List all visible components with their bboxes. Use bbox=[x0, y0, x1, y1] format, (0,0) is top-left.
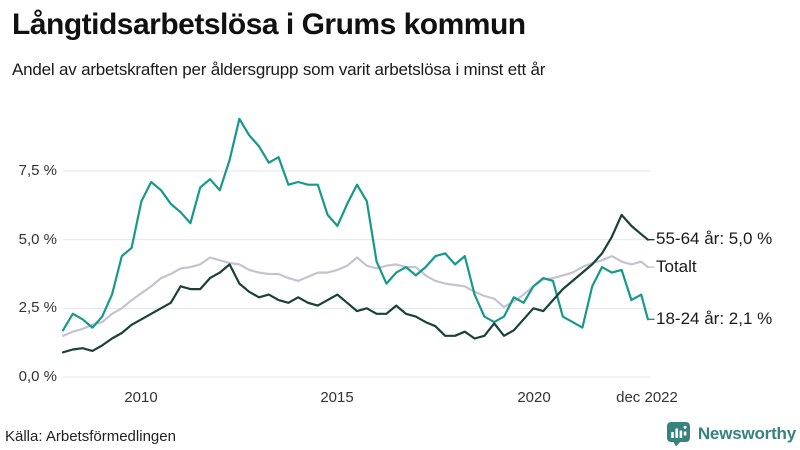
series-end-label-totalt: Totalt bbox=[656, 257, 697, 276]
series-line-18-24-år bbox=[61, 117, 650, 332]
series-end-label-18-24: 18-24 år: 2,1 % bbox=[656, 309, 773, 328]
chart-title: Långtidsarbetslösa i Grums kommun bbox=[12, 8, 526, 41]
chart-subtitle: Andel av arbetskraften per åldersgrupp s… bbox=[12, 60, 546, 79]
series-line-55-64-år bbox=[61, 213, 650, 354]
y-axis-label-7-5: 7,5 % bbox=[18, 162, 57, 179]
newsworthy-logo-icon bbox=[666, 422, 690, 447]
y-axis-label-5-0: 5,0 % bbox=[18, 231, 57, 248]
newsworthy-brand: Newsworthy bbox=[666, 421, 796, 447]
newsworthy-logo-text: Newsworthy bbox=[697, 424, 796, 443]
source-credit: Källa: Arbetsförmedlingen bbox=[5, 428, 176, 445]
y-axis-label-0: 0,0 % bbox=[18, 368, 57, 385]
x-axis-label-dec-2022: dec 2022 bbox=[616, 389, 678, 406]
series-line-totalt bbox=[61, 255, 650, 337]
series-end-label-55-64: 55-64 år: 5,0 % bbox=[656, 229, 773, 248]
x-axis-label-2020: 2020 bbox=[517, 389, 551, 406]
x-axis-label-2010: 2010 bbox=[124, 389, 158, 406]
y-axis-label-2-5: 2,5 % bbox=[18, 299, 57, 316]
x-axis-label-2015: 2015 bbox=[320, 389, 354, 406]
